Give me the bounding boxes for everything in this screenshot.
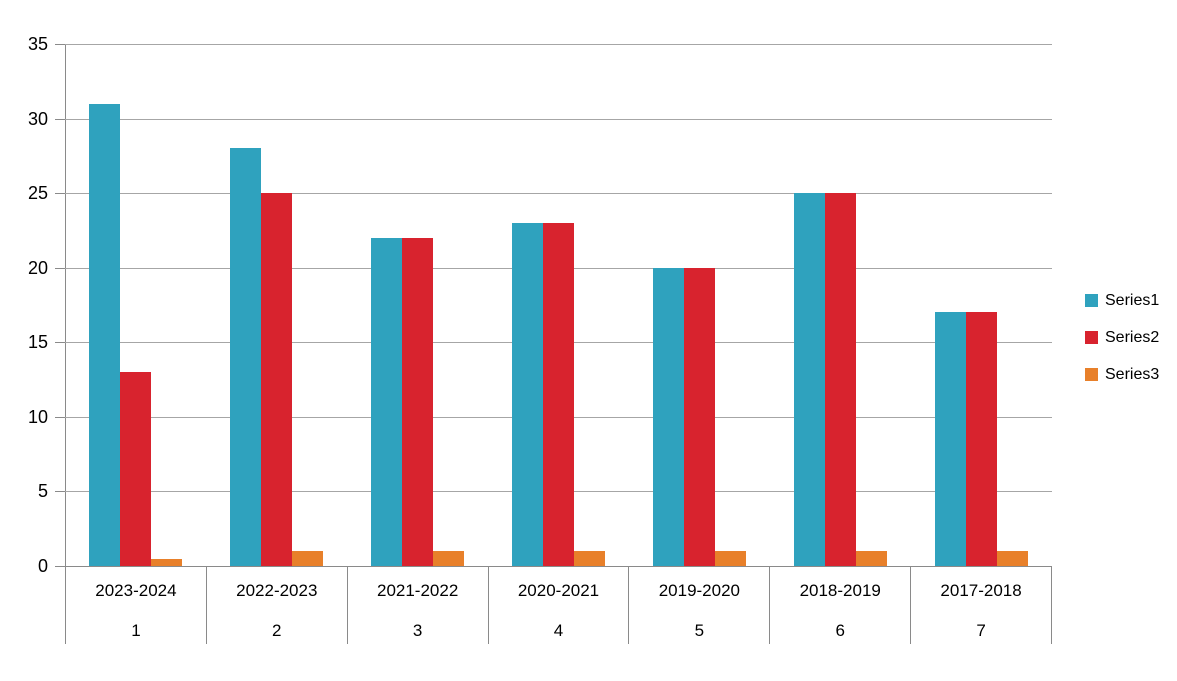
bar-group-2 [206, 44, 347, 566]
x-category-index-label: 2 [272, 621, 282, 640]
bar-group-1 [65, 44, 206, 566]
legend: Series1 Series2 Series3 [1085, 291, 1160, 404]
y-axis-label-30: 30 [27, 109, 48, 129]
y-axis-tick-20 [55, 268, 65, 269]
bar-series3-cat5 [715, 551, 746, 566]
y-axis-tick-15 [55, 342, 65, 343]
x-category-year-label: 2019-2020 [658, 581, 741, 600]
x-category-index-label: 4 [553, 621, 564, 640]
legend-item-series2: Series2 [1085, 328, 1160, 346]
x-category-cell-4: 2020-2021 4 [489, 567, 630, 644]
bar-group-5 [629, 44, 770, 566]
x-category-cell-3: 2021-2022 3 [348, 567, 489, 644]
y-axis-tick-25 [55, 193, 65, 194]
x-category-index-label: 5 [694, 621, 705, 640]
bar-series2-cat2 [261, 193, 292, 566]
y-axis-label-0: 0 [37, 556, 48, 576]
x-category-year-label: 2018-2019 [799, 581, 881, 600]
x-category-index-label: 7 [976, 621, 986, 640]
gridline-y-30 [65, 119, 1052, 120]
bar-series2-cat4 [543, 223, 574, 566]
y-axis-label-10: 10 [27, 407, 48, 427]
bar-series2-cat3 [402, 238, 433, 566]
legend-item-series1: Series1 [1085, 291, 1160, 309]
gridline-y-25 [65, 193, 1052, 194]
legend-label-series3: Series3 [1105, 365, 1160, 383]
bar-group-7 [911, 44, 1052, 566]
bar-series3-cat4 [574, 551, 605, 566]
bar-series1-cat3 [371, 238, 402, 566]
x-category-year-label: 2023-2024 [95, 581, 177, 600]
y-axis-label-35: 35 [27, 34, 48, 54]
bar-series1-cat6 [794, 193, 825, 566]
bar-series2-cat1 [120, 372, 151, 566]
x-category-year-label: 2017-2018 [940, 581, 1022, 600]
x-category-index-label: 1 [131, 621, 141, 640]
x-category-year-label: 2021-2022 [376, 581, 459, 600]
legend-label-series2: Series2 [1105, 328, 1160, 346]
bar-group-6 [770, 44, 911, 566]
x-category-cell-6: 2018-2019 6 [770, 567, 912, 644]
bar-group-4 [488, 44, 629, 566]
y-axis-tick-30 [55, 119, 65, 120]
x-axis-category-table: 2023-2024 1 2022-2023 2 2021-2022 3 2020-2021 4… [65, 567, 1053, 644]
bar-series2-cat5 [684, 268, 715, 566]
y-axis-label-20: 20 [27, 258, 48, 278]
series1-swatch-icon [1085, 294, 1098, 307]
bar-series2-cat7 [966, 312, 997, 566]
bar-series1-cat1 [89, 104, 120, 566]
y-axis-label-15: 15 [27, 332, 48, 352]
y-axis-tick-5 [55, 491, 65, 492]
x-category-cell-1: 2023-2024 1 [65, 567, 207, 644]
bar-group-3 [347, 44, 488, 566]
legend-item-series3: Series3 [1085, 365, 1160, 383]
x-category-cell-7: 2017-2018 7 [911, 567, 1053, 644]
bar-series1-cat5 [653, 268, 684, 566]
x-category-index-label: 3 [412, 621, 423, 640]
x-category-index-label: 6 [835, 621, 845, 640]
y-axis-label-5: 5 [37, 481, 48, 501]
bar-series1-cat2 [230, 148, 261, 566]
x-axis-line [55, 566, 1052, 567]
bar-series3-cat3 [433, 551, 464, 566]
bar-series3-cat2 [292, 551, 323, 566]
bar-series1-cat7 [935, 312, 966, 566]
series3-swatch-icon [1085, 368, 1098, 381]
bar-series1-cat4 [512, 223, 543, 566]
y-axis-tick-10 [55, 417, 65, 418]
bar-series2-cat6 [825, 193, 856, 566]
x-category-cell-2: 2022-2023 2 [207, 567, 348, 644]
gridline-y-35 [65, 44, 1052, 45]
y-axis-tick-35 [55, 44, 65, 45]
y-axis-line [65, 44, 66, 643]
legend-label-series1: Series1 [1105, 291, 1160, 309]
series2-swatch-icon [1085, 331, 1098, 344]
bar-series3-cat7 [997, 551, 1028, 566]
x-category-cell-5: 2019-2020 5 [629, 567, 771, 644]
x-category-year-label: 2022-2023 [236, 581, 318, 600]
bar-series3-cat1 [151, 559, 182, 566]
x-category-year-label: 2020-2021 [517, 581, 600, 600]
bar-series3-cat6 [856, 551, 887, 566]
plot-area [65, 44, 1052, 566]
y-axis-label-25: 25 [27, 183, 48, 203]
